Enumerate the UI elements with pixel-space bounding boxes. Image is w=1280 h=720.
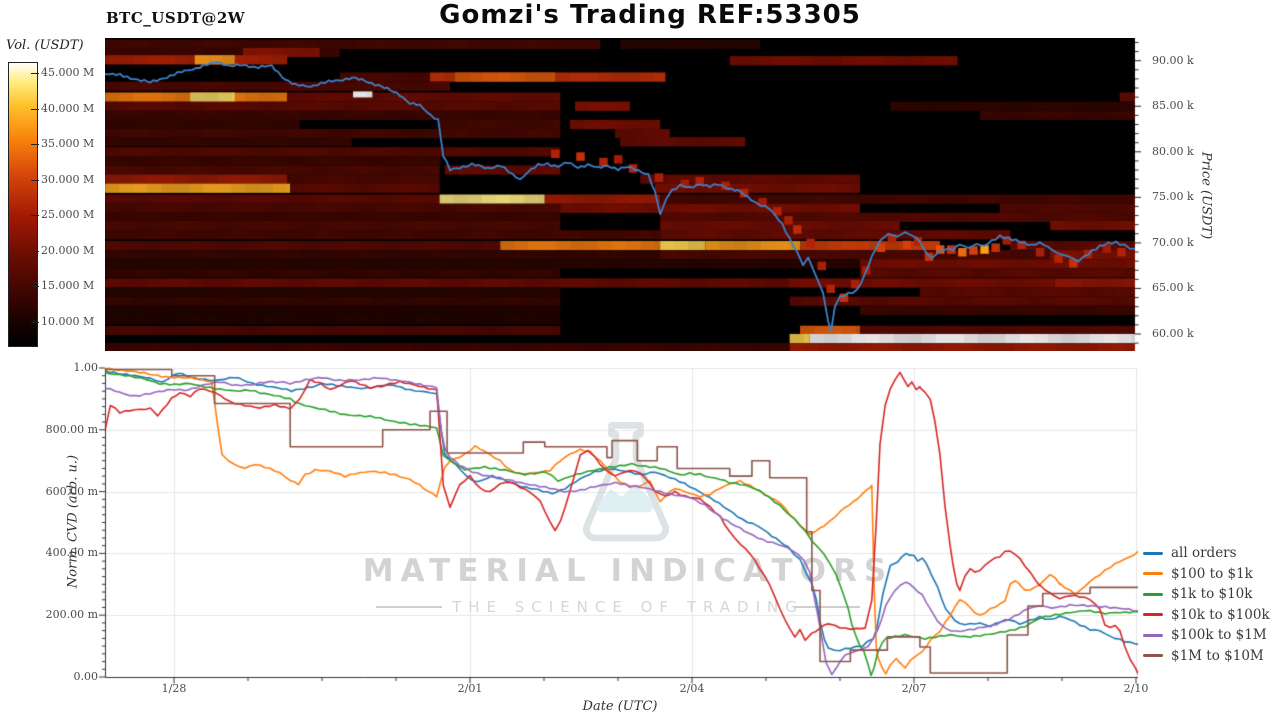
liquidity-heatmap-plot [105, 38, 1150, 351]
colorbar-tick-mark [31, 215, 39, 217]
date-axis-label: Date (UTC) [582, 699, 658, 714]
colorbar-tick-mark [31, 144, 39, 146]
price-tick-label: 60.00 k [1152, 327, 1194, 340]
price-axis-label: Price (USDT) [1198, 151, 1214, 240]
price-tick-label: 65.00 k [1152, 281, 1194, 295]
cvd-lines-plot [60, 360, 1150, 692]
legend-item: $1k to $10k [1143, 584, 1270, 605]
price-tick-label: 80.00 k [1152, 144, 1194, 158]
colorbar-tick-mark [31, 73, 39, 74]
legend: all orders $100 to $1k $1k to $10k $10k to … [1143, 543, 1270, 666]
price-tick-label: 75.00 k [1152, 190, 1194, 204]
legend-label: $10k to $100k [1171, 606, 1270, 623]
instrument-label: BTC_USDT@2W [106, 9, 246, 27]
legend-swatch [1143, 572, 1163, 576]
colorbar-tick-mark [31, 321, 39, 323]
price-tick-label: 90.00 k [1152, 53, 1194, 67]
colorbar-tick-label: 35.000 M [41, 137, 95, 151]
legend-item: $100k to $1M [1143, 625, 1270, 646]
price-tick-label: 85.00 k [1152, 99, 1194, 113]
colorbar-tick-label: 45.000 M [41, 66, 95, 79]
colorbar-tick-label: 25.000 M [41, 208, 95, 222]
colorbar-tick-label: 20.000 M [41, 243, 95, 257]
legend-swatch [1143, 654, 1163, 658]
legend-swatch [1143, 551, 1163, 555]
colorbar-tick-label: 30.000 M [41, 172, 95, 186]
legend-swatch [1143, 633, 1163, 637]
price-tick-label: 70.00 k [1152, 235, 1194, 249]
colorbar-tick-mark [31, 250, 39, 252]
legend-item: all orders [1143, 543, 1270, 564]
colorbar-tick-mark [31, 286, 39, 288]
legend-swatch [1143, 613, 1163, 617]
volume-colorbar [8, 62, 38, 347]
legend-label: $1k to $10k [1171, 586, 1253, 603]
colorbar-tick-label: 40.000 M [41, 101, 95, 115]
legend-label: all orders [1171, 545, 1237, 562]
legend-item: $100 to $1k [1143, 564, 1270, 585]
legend-item: $10k to $100k [1143, 605, 1270, 626]
legend-label: $100k to $1M [1171, 627, 1267, 644]
colorbar-tick-label: 10.000 M [41, 314, 95, 328]
page-title: Gomzi's Trading REF:53305 [439, 0, 861, 30]
legend-swatch [1143, 592, 1163, 596]
colorbar-tick-mark [31, 179, 39, 181]
colorbar-tick-mark [31, 108, 39, 110]
legend-label: $1M to $10M [1171, 647, 1264, 664]
legend-label: $100 to $1k [1171, 565, 1253, 582]
legend-item: $1M to $10M [1143, 646, 1270, 667]
colorbar-axis-label: Vol. (USDT) [6, 38, 84, 53]
colorbar-tick-label: 15.000 M [41, 279, 95, 293]
